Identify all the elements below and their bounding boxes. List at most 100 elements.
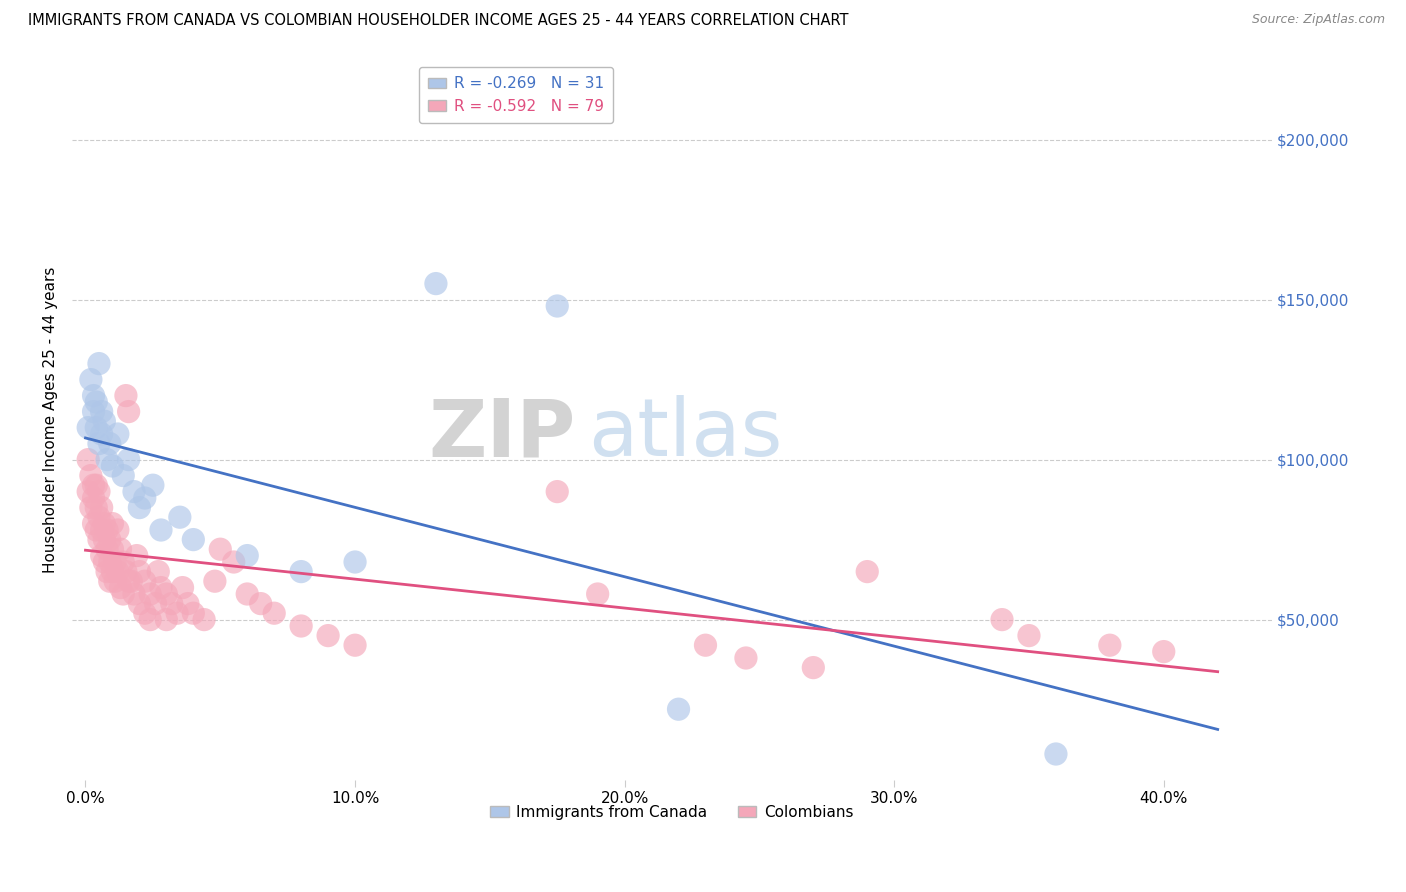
Point [110,581,132,595]
Y-axis label: Householder Income Ages 25 - 44 years: Householder Income Ages 25 - 44 years [44,267,58,573]
Point [344,638,367,652]
Point [83,389,105,403]
Point [112,587,135,601]
Point [991,613,1014,627]
Point [83,404,105,418]
Point [107,523,129,537]
Point [204,574,226,589]
Text: ZIP: ZIP [429,395,576,473]
Point [128,597,150,611]
Point [80,500,103,515]
Point [148,565,170,579]
Point [90,549,112,563]
Point [84,523,107,537]
Point [160,597,183,611]
Point [98,574,121,589]
Point [117,404,139,418]
Point [193,613,215,627]
Point [98,533,121,547]
Point [96,542,118,557]
Point [425,277,447,291]
Point [145,597,167,611]
Point [107,565,129,579]
Point [149,523,172,537]
Text: Source: ZipAtlas.com: Source: ZipAtlas.com [1251,13,1385,27]
Point [104,555,127,569]
Point [107,427,129,442]
Point [93,414,115,428]
Point [83,516,105,531]
Point [139,587,162,601]
Point [110,542,132,557]
Point [96,452,118,467]
Point [166,606,188,620]
Point [112,555,135,569]
Text: atlas: atlas [588,395,782,473]
Point [93,516,115,531]
Point [98,555,121,569]
Point [87,533,110,547]
Point [181,533,204,547]
Point [209,542,232,557]
Point [115,565,138,579]
Point [122,587,145,601]
Point [1153,644,1175,658]
Point [344,555,367,569]
Point [149,581,172,595]
Point [735,651,758,665]
Point [77,420,100,434]
Point [96,523,118,537]
Point [84,478,107,492]
Point [586,587,609,601]
Point [546,299,568,313]
Point [117,574,139,589]
Point [77,452,100,467]
Point [316,629,339,643]
Point [87,484,110,499]
Point [1018,629,1040,643]
Point [101,542,124,557]
Point [80,468,103,483]
Point [101,516,124,531]
Point [856,565,879,579]
Point [84,395,107,409]
Point [112,468,135,483]
Point [125,549,148,563]
Point [115,389,138,403]
Point [181,606,204,620]
Point [101,565,124,579]
Point [249,597,271,611]
Point [134,606,156,620]
Point [134,574,156,589]
Point [104,574,127,589]
Point [128,500,150,515]
Point [172,581,194,595]
Point [668,702,690,716]
Point [87,510,110,524]
Point [263,606,285,620]
Point [83,491,105,505]
Point [801,660,824,674]
Point [120,574,142,589]
Point [93,555,115,569]
Point [177,597,200,611]
Point [222,555,245,569]
Point [90,427,112,442]
Legend: Immigrants from Canada, Colombians: Immigrants from Canada, Colombians [484,798,859,826]
Point [169,510,191,524]
Point [87,357,110,371]
Point [236,587,259,601]
Point [290,565,312,579]
Point [84,420,107,434]
Point [77,484,100,499]
Point [101,458,124,473]
Point [93,533,115,547]
Point [236,549,259,563]
Point [1098,638,1121,652]
Point [155,587,177,601]
Point [290,619,312,633]
Point [87,436,110,450]
Point [695,638,717,652]
Point [1045,747,1067,761]
Text: IMMIGRANTS FROM CANADA VS COLOMBIAN HOUSEHOLDER INCOME AGES 25 - 44 YEARS CORREL: IMMIGRANTS FROM CANADA VS COLOMBIAN HOUS… [28,13,849,29]
